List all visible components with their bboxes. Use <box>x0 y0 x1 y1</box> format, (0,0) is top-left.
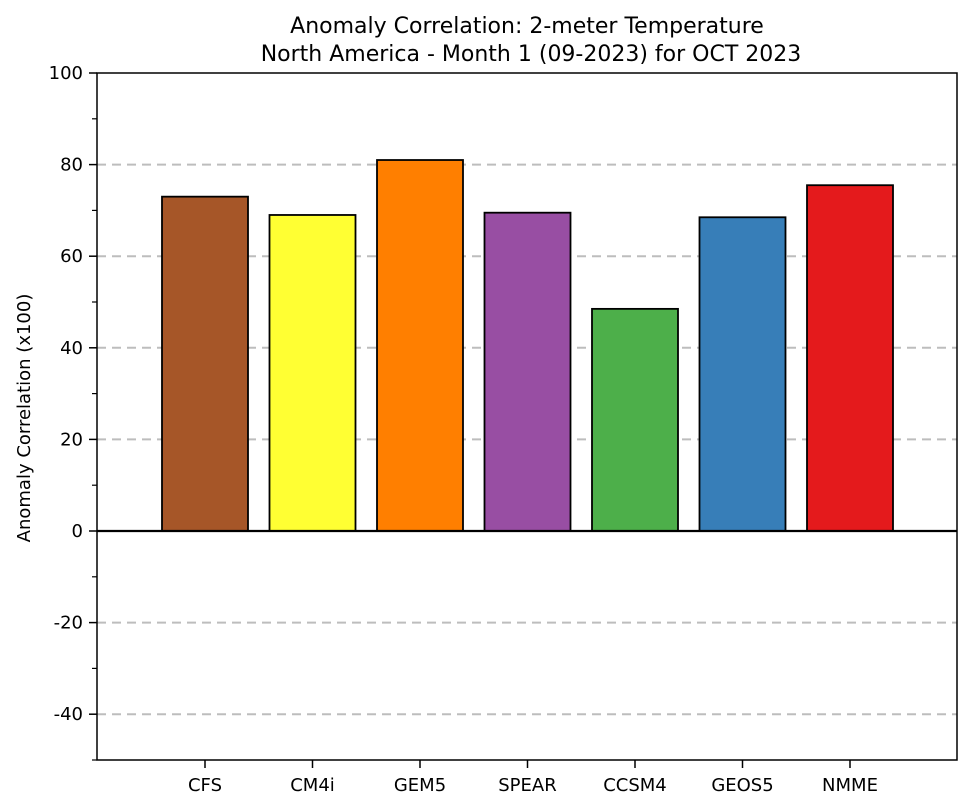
bar-nmme <box>806 184 894 532</box>
axes <box>89 72 958 768</box>
bar-cfs <box>161 195 249 532</box>
x-tick-label: CM4i <box>290 775 335 796</box>
x-tick-label: SPEAR <box>498 775 556 796</box>
tick-labels: CFS CM4i GEM5 SPEAR CCSM4 GEOS5 NMME 100 80 60 40 2… <box>49 63 878 796</box>
chart-title: Anomaly Correlation: 2-meter Temperature <box>290 14 764 39</box>
bar-cm4i <box>268 214 357 532</box>
y-tick-label: -20 <box>54 613 83 634</box>
x-tick-label: NMME <box>822 775 878 796</box>
bars <box>161 159 894 532</box>
y-tick-label: 40 <box>60 338 83 359</box>
y-tick-label: 80 <box>60 155 83 176</box>
y-tick-label: 20 <box>60 429 83 450</box>
x-tick-label: CFS <box>188 775 222 796</box>
y-tick-label: -40 <box>54 704 83 725</box>
bar-geos5 <box>698 216 787 532</box>
x-tick-label: GEM5 <box>394 775 446 796</box>
y-tick-label: 100 <box>49 63 83 84</box>
bar-gem5 <box>376 159 464 532</box>
bar-spear <box>483 211 572 532</box>
x-tick-label: GEOS5 <box>711 775 773 796</box>
chart-subtitle: North America - Month 1 (09-2023) for OC… <box>261 42 802 67</box>
bar-ccsm4 <box>591 307 679 532</box>
plot-frame <box>96 72 958 761</box>
y-tick-label: 0 <box>72 521 83 542</box>
y-tick-label: 60 <box>60 246 83 267</box>
x-tick-label: CCSM4 <box>603 775 667 796</box>
y-axis-label: Anomaly Correlation (x100) <box>14 294 35 543</box>
